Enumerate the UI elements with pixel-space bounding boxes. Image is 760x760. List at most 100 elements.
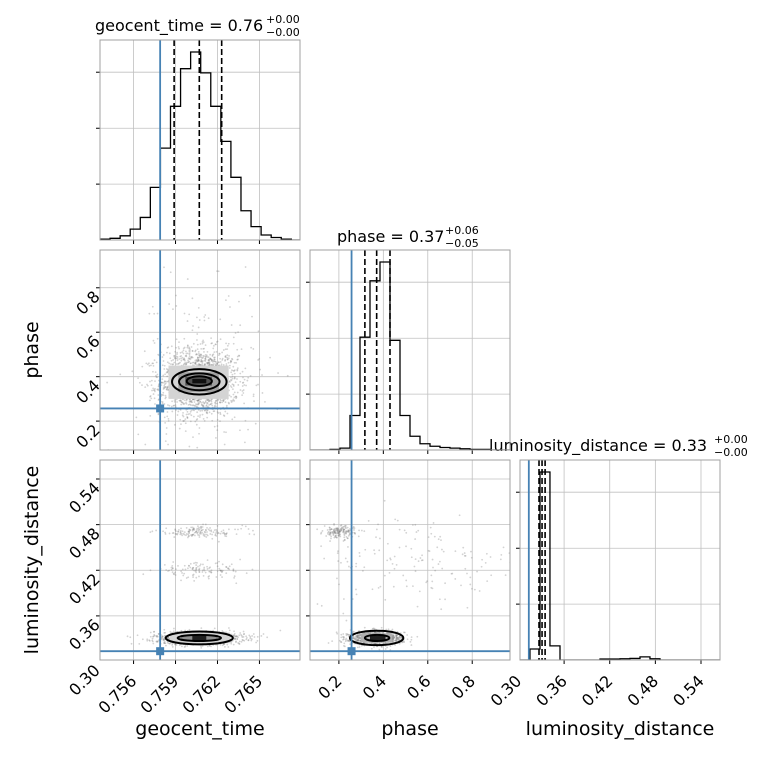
sample-point [234,638,236,640]
sample-point [190,401,193,403]
sample-point [187,535,190,538]
sample-point [200,360,203,363]
sample-point [153,631,155,633]
sample-point [209,353,212,356]
sample-point [195,423,198,426]
sample-point [208,570,211,573]
sample-point [225,535,228,538]
sample-point [191,534,194,536]
sample-point [250,639,253,642]
sample-point [357,637,359,640]
sample-point [340,641,343,644]
sample-point [163,385,166,387]
sample-point [192,398,194,401]
sample-point [184,629,187,632]
sample-point [231,418,234,421]
sample-point [199,414,202,416]
sample-point [345,637,348,640]
sample-point [156,376,159,379]
sample-point [155,376,158,378]
sample-point [228,394,231,397]
sample-point [201,340,204,343]
sample-point [210,358,212,361]
sample-point [485,552,488,555]
sample-point [200,358,203,361]
sample-point [245,635,248,638]
sample-point [163,563,166,566]
sample-point [189,412,191,415]
sample-point [153,633,156,636]
sample-point [184,568,187,571]
sample-point [328,532,331,535]
sample-point [195,530,198,533]
sample-point [224,410,227,413]
sample-point [153,390,156,393]
xlabel-phase: phase [381,718,438,740]
sample-point [202,405,204,407]
sample-point [166,386,168,388]
sample-point [395,563,398,566]
sample-point [214,363,217,366]
sample-point [210,360,213,363]
y-tick-label-phase: 0.8 [72,287,103,318]
sample-point [207,317,210,320]
sample-point [186,344,189,347]
sample-point [181,530,184,533]
scatter-content [310,460,510,660]
sample-point [174,571,176,574]
sample-point [421,559,424,562]
sample-point [342,531,344,534]
sample-point [233,376,236,378]
sample-point [205,354,208,357]
sample-point [444,582,447,585]
sample-point [360,644,363,647]
sample-point [145,362,148,365]
sample-point [219,318,222,321]
sample-point [214,343,217,346]
sample-point [332,534,335,537]
sample-point [337,532,339,535]
sample-point [421,554,423,557]
sample-point [141,638,144,641]
sample-point [167,346,170,349]
sample-point [153,312,156,315]
x-tick-label-luminosity_distance: 0.54 [669,671,708,710]
sample-point [359,637,362,639]
sample-point [338,530,341,533]
sample-point [266,636,269,639]
sample-point [371,627,374,630]
sample-point [191,574,194,577]
sample-point [228,568,231,571]
sample-point [203,569,206,572]
sample-point [357,635,359,638]
sample-point [198,319,201,321]
sample-point [406,638,409,641]
sample-point [203,355,206,358]
sample-point [234,637,237,640]
sample-point [243,639,246,642]
sample-point [228,627,230,629]
sample-point [363,530,366,533]
sample-point [157,633,160,635]
sample-point [225,566,228,569]
sample-point [405,579,408,582]
sample-point [223,645,226,648]
sample-point [210,530,213,533]
sample-point [152,370,154,373]
sample-point [189,400,192,403]
sample-point [183,363,186,365]
sample-point [190,409,193,412]
sample-point [153,389,156,392]
sample-point [181,351,184,353]
sample-point [359,639,362,642]
sample-point [356,636,359,638]
sample-point [261,392,264,394]
sample-point [152,642,155,645]
sample-point [391,633,394,636]
sample-point [179,408,182,411]
sample-point [414,538,417,540]
sample-point [340,526,343,529]
sample-point [219,338,222,341]
sample-point [186,346,189,349]
sample-point [245,384,247,387]
